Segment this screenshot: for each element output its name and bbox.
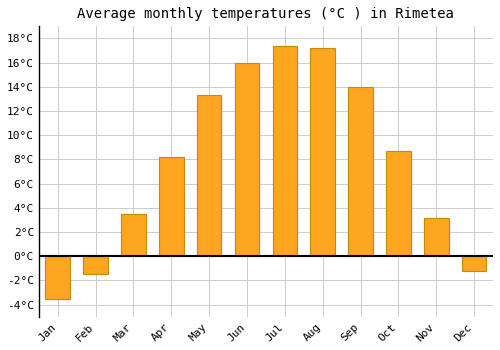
Bar — [46, 256, 70, 299]
Bar — [272, 46, 297, 256]
Bar — [348, 87, 373, 256]
Bar — [121, 214, 146, 256]
Bar — [197, 95, 222, 256]
Bar — [84, 256, 108, 274]
Bar — [462, 256, 486, 271]
Bar — [424, 218, 448, 256]
Title: Average monthly temperatures (°C ) in Rimetea: Average monthly temperatures (°C ) in Ri… — [78, 7, 454, 21]
Bar — [159, 157, 184, 256]
Bar — [386, 151, 410, 256]
Bar — [310, 48, 335, 256]
Bar — [234, 63, 260, 256]
